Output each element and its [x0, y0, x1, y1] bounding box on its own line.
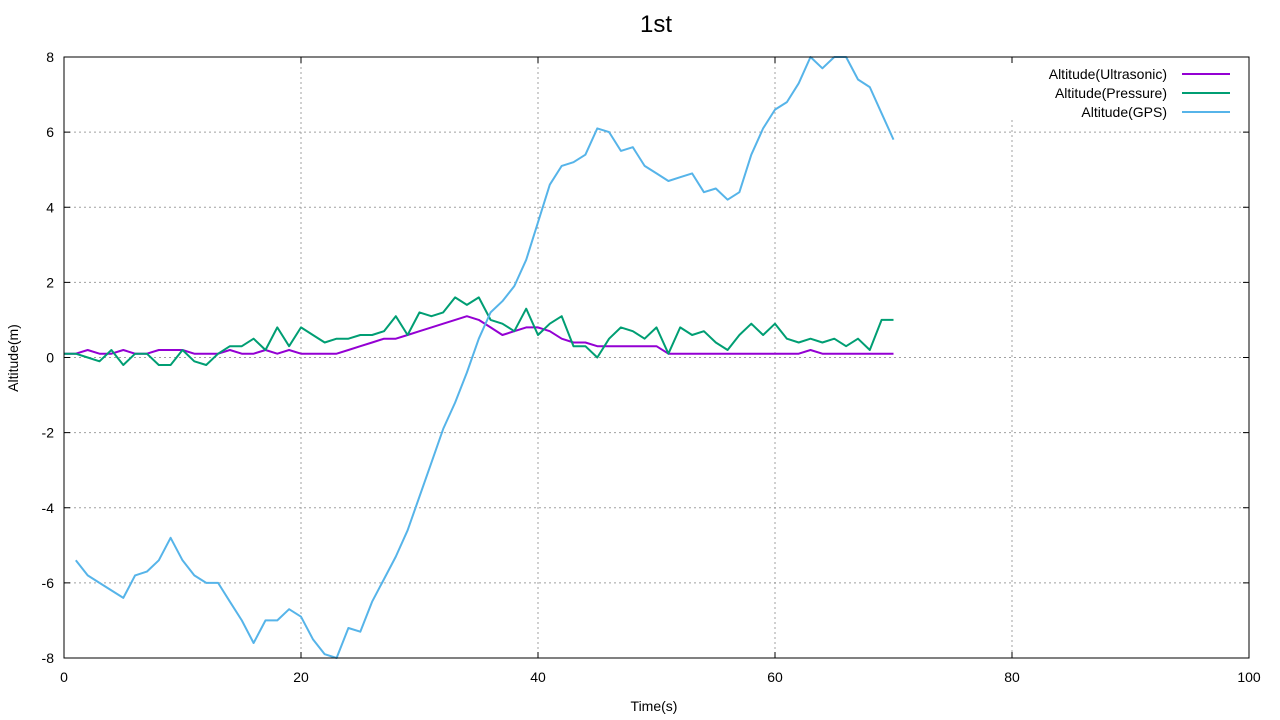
- x-tick-label: 60: [767, 669, 783, 685]
- x-tick-label: 80: [1004, 669, 1020, 685]
- y-tick-label: 6: [46, 124, 54, 140]
- y-tick-label: -6: [42, 575, 55, 591]
- x-tick-label: 0: [60, 669, 68, 685]
- y-tick-label: 2: [46, 274, 54, 290]
- series-line-2: [75, 56, 895, 659]
- x-tick-label: 40: [530, 669, 546, 685]
- series-lines: [64, 56, 895, 659]
- y-tick-label: -2: [42, 425, 55, 441]
- series-line-1: [64, 296, 894, 366]
- grid: [64, 57, 1249, 658]
- legend: Altitude(Ultrasonic) Altitude(Pressure) Al…: [1049, 66, 1230, 120]
- legend-label-1: Altitude(Pressure): [1055, 85, 1167, 101]
- axis-ticks: 0 20 40 60 80 100 -8 -6 -4 -2 0 2 4 6 8: [42, 49, 1261, 685]
- y-tick-label: 0: [46, 350, 54, 366]
- y-tick-label: -4: [42, 500, 55, 516]
- x-tick-label: 20: [293, 669, 309, 685]
- x-tick-label: 100: [1237, 669, 1261, 685]
- chart-title: 1st: [640, 11, 672, 38]
- y-axis-label: Altitude(m): [5, 324, 21, 392]
- y-tick-label: -8: [42, 650, 55, 666]
- legend-label-0: Altitude(Ultrasonic): [1049, 66, 1167, 82]
- series-line-0: [64, 315, 894, 355]
- x-axis-label: Time(s): [631, 698, 678, 714]
- y-tick-label: 8: [46, 49, 54, 65]
- y-tick-label: 4: [46, 199, 54, 215]
- legend-label-2: Altitude(GPS): [1081, 104, 1167, 120]
- plot-frame: [63, 56, 1250, 659]
